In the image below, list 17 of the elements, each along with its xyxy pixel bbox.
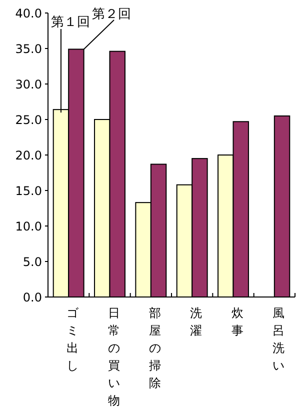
y-tick-label: 5.0 bbox=[22, 255, 42, 269]
x-tick-label: 炊事 bbox=[231, 306, 244, 338]
y-tick-label: 35.0 bbox=[15, 42, 42, 56]
x-tick-label: 日常の買い物 bbox=[108, 306, 120, 408]
y-tick-label: 10.0 bbox=[15, 220, 42, 234]
y-tick-label: 30.0 bbox=[15, 78, 42, 92]
y-tick-label: 20.0 bbox=[15, 148, 42, 162]
y-tick-label: 0.0 bbox=[22, 290, 42, 304]
text: 第１回 bbox=[51, 15, 90, 30]
text: 第２回 bbox=[92, 7, 131, 22]
x-tick-label: 部屋の掃除 bbox=[148, 306, 161, 390]
x-tick-label: 洗濯 bbox=[190, 306, 202, 338]
y-tick-label: 15.0 bbox=[15, 184, 42, 198]
y-tick-label: 40.0 bbox=[15, 6, 42, 20]
x-tick-label: ゴミ出し bbox=[66, 306, 80, 372]
y-tick-label: 25.0 bbox=[15, 113, 42, 127]
x-tick-label: 風呂洗い bbox=[272, 306, 284, 372]
